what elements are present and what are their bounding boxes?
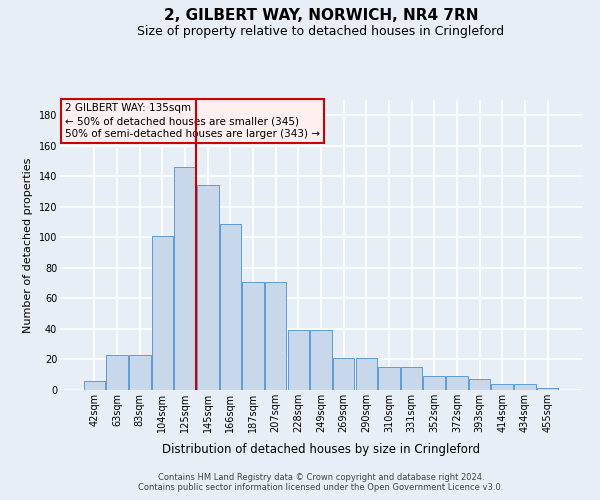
Bar	[287, 330, 309, 390]
Text: 2 GILBERT WAY: 135sqm
← 50% of detached houses are smaller (345)
50% of semi-det: 2 GILBERT WAY: 135sqm ← 50% of detached …	[65, 103, 320, 140]
Bar	[378, 367, 400, 390]
Bar	[265, 282, 286, 390]
Bar	[469, 380, 490, 390]
Text: 2, GILBERT WAY, NORWICH, NR4 7RN: 2, GILBERT WAY, NORWICH, NR4 7RN	[164, 8, 478, 22]
Text: Contains HM Land Registry data © Crown copyright and database right 2024.: Contains HM Land Registry data © Crown c…	[158, 472, 484, 482]
Bar	[446, 376, 467, 390]
Bar	[333, 358, 355, 390]
Bar	[401, 367, 422, 390]
Bar	[84, 381, 105, 390]
Bar	[514, 384, 536, 390]
Text: Distribution of detached houses by size in Cringleford: Distribution of detached houses by size …	[162, 442, 480, 456]
Bar	[175, 167, 196, 390]
Bar	[491, 384, 513, 390]
Bar	[424, 376, 445, 390]
Y-axis label: Number of detached properties: Number of detached properties	[23, 158, 33, 332]
Bar	[152, 236, 173, 390]
Bar	[356, 358, 377, 390]
Bar	[220, 224, 241, 390]
Bar	[537, 388, 558, 390]
Bar	[310, 330, 332, 390]
Text: Contains public sector information licensed under the Open Government Licence v3: Contains public sector information licen…	[139, 482, 503, 492]
Bar	[129, 355, 151, 390]
Bar	[197, 186, 218, 390]
Bar	[242, 282, 264, 390]
Text: Size of property relative to detached houses in Cringleford: Size of property relative to detached ho…	[137, 25, 505, 38]
Bar	[106, 355, 128, 390]
